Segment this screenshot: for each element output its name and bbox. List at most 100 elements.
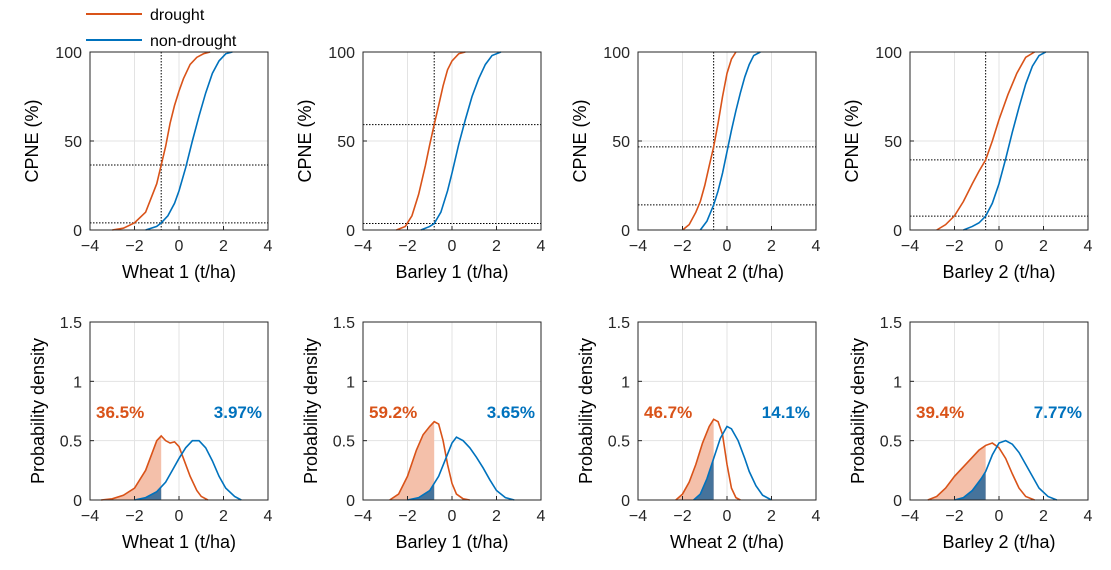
x-tick-label: 0 xyxy=(448,238,457,255)
y-tick-label: 100 xyxy=(55,45,82,62)
panel-6: −4 −2 0 2 4 0 0.5 1 1.5 Barley 1 (t/ha) Probabilit… xyxy=(301,315,546,552)
y-tick-label: 0 xyxy=(621,493,630,510)
panel-5: −4 −2 0 2 4 0 0.5 1 1.5 Wheat 1 (t/ha) Probability… xyxy=(28,315,273,552)
y-tick-label: 0 xyxy=(73,223,82,240)
non-drought-percentage-label: 3.97% xyxy=(214,403,262,422)
x-tick-label: 2 xyxy=(219,238,228,255)
x-tick-label: 2 xyxy=(1039,508,1048,525)
y-axis-label: CPNE (%) xyxy=(570,99,590,182)
x-tick-label: −4 xyxy=(81,508,99,525)
x-tick-label: 4 xyxy=(812,508,821,525)
legend-drought-label: drought xyxy=(150,7,205,24)
drought-percentage-label: 59.2% xyxy=(369,403,417,422)
x-tick-label: −2 xyxy=(945,508,963,525)
y-tick-label: 100 xyxy=(328,45,355,62)
x-tick-label: 0 xyxy=(175,238,184,255)
non-drought-series-line xyxy=(963,51,1047,231)
x-tick-label: −2 xyxy=(125,238,143,255)
y-tick-label: 0.5 xyxy=(333,434,355,451)
drought-shaded-area xyxy=(101,435,162,500)
non-drought-series-line xyxy=(954,439,1058,501)
non-drought-shaded-area xyxy=(407,483,435,500)
x-tick-label: 0 xyxy=(995,508,1004,525)
non-drought-series-line xyxy=(407,436,515,501)
y-tick-label: 0 xyxy=(346,493,355,510)
drought-series-line xyxy=(396,51,466,231)
y-tick-label: 1.5 xyxy=(333,315,355,332)
drought-percentage-label: 36.5% xyxy=(96,403,144,422)
legend-non-drought-label: non-drought xyxy=(150,33,237,50)
y-tick-label: 100 xyxy=(603,45,630,62)
y-tick-label: 50 xyxy=(337,134,355,151)
non-drought-series-line xyxy=(134,439,242,501)
non-drought-series-line xyxy=(145,51,233,231)
y-tick-label: 50 xyxy=(884,134,902,151)
x-tick-label: 4 xyxy=(537,508,546,525)
x-axis-label: Wheat 1 (t/ha) xyxy=(122,262,236,282)
y-axis-label: CPNE (%) xyxy=(295,99,315,182)
y-tick-label: 0 xyxy=(893,493,902,510)
x-tick-label: −4 xyxy=(354,508,372,525)
non-drought-series-line xyxy=(420,51,502,231)
y-tick-label: 1 xyxy=(893,374,902,391)
non-drought-percentage-label: 7.77% xyxy=(1034,403,1082,422)
panel-2: −4 −2 0 2 4 0 50 100 Barley 1 (t/ha) CPNE (%) xyxy=(295,45,546,282)
x-tick-label: 2 xyxy=(492,238,501,255)
drought-series-line xyxy=(101,434,209,501)
y-tick-label: 1.5 xyxy=(880,315,902,332)
legend: drought non-drought xyxy=(86,7,237,50)
x-tick-label: 2 xyxy=(1039,238,1048,255)
x-axis-label: Wheat 2 (t/ha) xyxy=(670,262,784,282)
x-tick-label: −4 xyxy=(81,238,99,255)
y-axis-label: Probability density xyxy=(848,338,868,484)
x-tick-label: −4 xyxy=(629,508,647,525)
non-drought-shaded-area xyxy=(134,486,162,500)
y-tick-label: 1.5 xyxy=(60,315,82,332)
y-tick-label: 0 xyxy=(346,223,355,240)
x-tick-label: 2 xyxy=(492,508,501,525)
x-tick-label: −2 xyxy=(673,238,691,255)
non-drought-percentage-label: 14.1% xyxy=(762,403,810,422)
drought-series-line xyxy=(389,420,470,501)
x-tick-label: −2 xyxy=(125,508,143,525)
x-tick-label: −4 xyxy=(901,508,919,525)
x-tick-label: 2 xyxy=(767,238,776,255)
x-tick-label: 4 xyxy=(537,238,546,255)
x-tick-label: 2 xyxy=(219,508,228,525)
drought-series-line xyxy=(675,418,741,501)
x-axis-label: Wheat 2 (t/ha) xyxy=(670,532,784,552)
non-drought-series-line xyxy=(699,51,761,231)
non-drought-percentage-label: 3.65% xyxy=(487,403,535,422)
drought-percentage-label: 46.7% xyxy=(644,403,692,422)
panel-7: −4 −2 0 2 4 0 0.5 1 1.5 Wheat 2 (t/ha) Probability… xyxy=(576,315,821,552)
x-tick-label: −4 xyxy=(901,238,919,255)
y-tick-label: 0.5 xyxy=(880,434,902,451)
panel-4: −4 −2 0 2 4 0 50 100 Barley 2 (t/ha) CPNE (%) xyxy=(842,45,1093,282)
drought-series-line xyxy=(112,51,211,231)
x-tick-label: 4 xyxy=(264,508,273,525)
x-axis-label: Barley 1 (t/ha) xyxy=(395,262,508,282)
drought-series-line xyxy=(682,51,737,231)
x-axis-label: Wheat 1 (t/ha) xyxy=(122,532,236,552)
x-tick-label: 0 xyxy=(723,238,732,255)
x-axis-label: Barley 2 (t/ha) xyxy=(942,532,1055,552)
x-tick-label: 0 xyxy=(448,508,457,525)
y-tick-label: 0.5 xyxy=(60,434,82,451)
panel-8: −4 −2 0 2 4 0 0.5 1 1.5 Barley 2 (t/ha) Probabilit… xyxy=(848,315,1093,552)
x-axis-label: Barley 1 (t/ha) xyxy=(395,532,508,552)
x-tick-label: 0 xyxy=(723,508,732,525)
y-tick-label: 0 xyxy=(73,493,82,510)
x-tick-label: −2 xyxy=(398,508,416,525)
x-tick-label: −2 xyxy=(398,238,416,255)
x-tick-label: −2 xyxy=(673,508,691,525)
x-tick-label: −2 xyxy=(945,238,963,255)
y-tick-label: 0.5 xyxy=(608,434,630,451)
y-axis-label: CPNE (%) xyxy=(842,99,862,182)
y-axis-label: Probability density xyxy=(576,338,596,484)
y-tick-label: 1 xyxy=(346,374,355,391)
x-tick-label: 4 xyxy=(1084,238,1093,255)
panel-1: −4 −2 0 2 4 0 50 100 Wheat 1 (t/ha) CPNE (%) xyxy=(22,45,273,282)
drought-percentage-label: 39.4% xyxy=(916,403,964,422)
